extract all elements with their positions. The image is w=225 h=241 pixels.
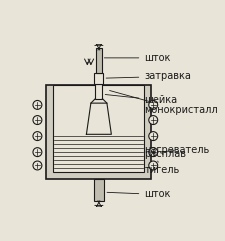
Text: расплав: расплав [144,149,186,159]
Text: нагреватель: нагреватель [144,145,209,155]
FancyBboxPatch shape [54,85,144,172]
Circle shape [149,148,158,157]
Text: шейка: шейка [105,94,178,106]
Text: шток: шток [104,53,171,63]
Circle shape [33,161,42,170]
FancyBboxPatch shape [94,73,103,84]
Circle shape [149,161,158,170]
Circle shape [33,148,42,157]
Circle shape [33,100,42,109]
Text: шток: шток [107,189,171,200]
Text: тигель: тигель [144,161,180,175]
Text: затравка: затравка [106,71,191,81]
Circle shape [33,116,42,125]
Circle shape [149,132,158,141]
FancyBboxPatch shape [46,85,151,179]
Circle shape [33,132,42,141]
FancyBboxPatch shape [94,179,104,201]
Text: монокристалл: монокристалл [110,91,218,115]
Circle shape [149,100,158,109]
Circle shape [149,116,158,125]
FancyBboxPatch shape [96,48,101,73]
FancyBboxPatch shape [95,84,102,99]
